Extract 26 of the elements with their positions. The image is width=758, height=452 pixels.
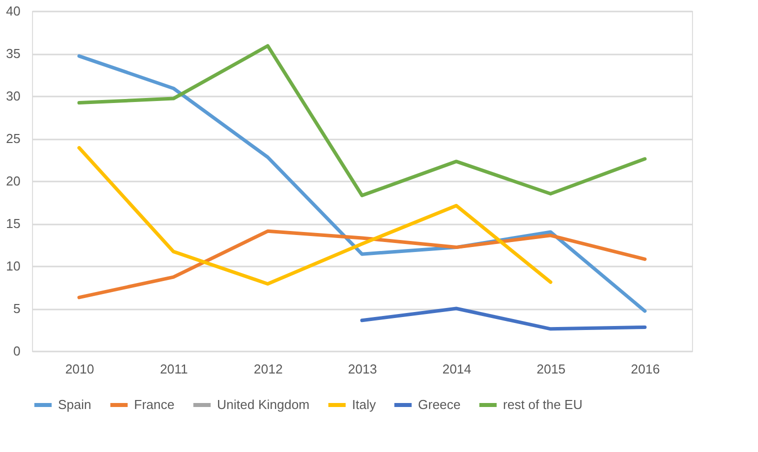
x-tick-label: 2013: [348, 362, 377, 376]
legend-label: Italy: [352, 397, 376, 412]
y-tick-label: 30: [6, 88, 20, 104]
legend-label: Greece: [418, 397, 461, 412]
line-series: [77, 146, 552, 286]
y-tick-label: 40: [6, 4, 20, 18]
y-tick-label: 35: [6, 46, 20, 61]
line-series: [360, 306, 647, 331]
legend-label: rest of the EU: [503, 397, 582, 412]
x-tick-label: 2014: [442, 362, 472, 376]
x-tick-label: 2010: [65, 362, 94, 376]
legend-label: United Kingdom: [217, 397, 310, 412]
y-tick-label: 25: [6, 131, 20, 146]
x-tick-label: 2011: [160, 362, 188, 376]
x-tick-label: 2012: [254, 362, 283, 376]
y-tick-label: 5: [13, 301, 20, 316]
y-tick-label: 0: [13, 344, 20, 358]
legend-label: Spain: [58, 397, 92, 412]
y-tick-label: 10: [6, 258, 20, 274]
x-tick-label: 2015: [536, 362, 566, 376]
y-tick-label: 20: [6, 174, 20, 188]
legend-label: France: [134, 397, 174, 412]
x-tick-label: 2016: [630, 362, 660, 376]
y-tick-label: 15: [6, 216, 20, 231]
line-series: [77, 229, 647, 300]
line-series: [77, 44, 647, 198]
